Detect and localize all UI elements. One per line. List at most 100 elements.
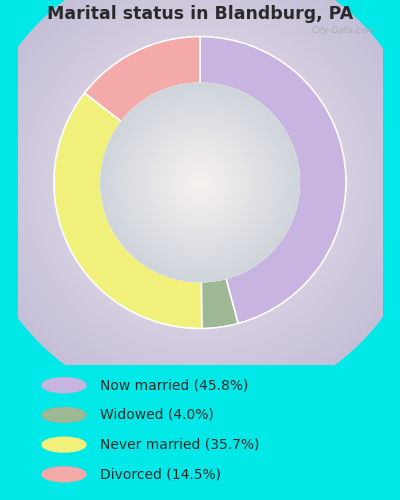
Circle shape [180,162,220,202]
Circle shape [64,46,336,318]
Circle shape [158,140,242,225]
Wedge shape [200,36,346,324]
Circle shape [124,106,276,259]
Circle shape [28,10,372,355]
Circle shape [116,98,284,267]
Text: Widowed (4.0%): Widowed (4.0%) [100,408,214,422]
Circle shape [84,66,316,298]
Circle shape [127,110,273,256]
Text: Never married (35.7%): Never married (35.7%) [100,438,259,452]
Circle shape [139,122,261,244]
Circle shape [168,151,232,214]
Circle shape [145,128,255,237]
Circle shape [0,0,400,394]
Circle shape [104,86,296,278]
Wedge shape [201,278,238,328]
Circle shape [0,0,400,409]
Circle shape [50,32,350,333]
Circle shape [189,171,211,194]
Circle shape [170,152,230,212]
Circle shape [198,181,202,184]
Circle shape [42,437,86,452]
Circle shape [25,7,375,358]
Circle shape [0,0,400,400]
Circle shape [155,137,245,228]
Circle shape [163,146,237,220]
Circle shape [47,30,353,336]
Circle shape [56,38,344,327]
Circle shape [187,170,213,196]
Circle shape [58,41,342,324]
Circle shape [16,0,384,366]
Circle shape [166,148,234,216]
Circle shape [172,154,228,210]
Circle shape [152,134,248,230]
Circle shape [101,83,299,282]
Circle shape [107,89,293,276]
Circle shape [0,0,400,403]
Circle shape [124,106,276,258]
Circle shape [195,178,205,188]
Circle shape [147,130,253,236]
Circle shape [42,408,86,422]
Circle shape [192,174,208,191]
Circle shape [0,0,400,389]
Circle shape [61,44,339,321]
Circle shape [149,131,251,234]
Circle shape [164,146,236,219]
Text: Now married (45.8%): Now married (45.8%) [100,378,248,392]
Circle shape [186,168,214,196]
Circle shape [0,0,400,384]
Circle shape [114,96,286,268]
Circle shape [8,0,392,375]
Circle shape [126,109,274,256]
Circle shape [112,95,288,270]
Circle shape [157,140,243,226]
Circle shape [119,102,281,264]
Circle shape [78,61,322,304]
Circle shape [67,50,333,316]
Circle shape [194,177,206,188]
Circle shape [159,141,241,224]
Circle shape [130,113,270,252]
Circle shape [30,13,370,352]
Circle shape [110,92,290,273]
Text: Marital status in Blandburg, PA: Marital status in Blandburg, PA [47,6,353,24]
Circle shape [92,75,308,290]
Circle shape [42,467,86,482]
Circle shape [19,2,381,364]
Circle shape [152,134,248,230]
Circle shape [101,83,299,282]
Circle shape [95,78,305,287]
Circle shape [142,124,258,240]
Circle shape [22,4,378,360]
Circle shape [0,0,400,398]
Circle shape [10,0,390,372]
Circle shape [107,90,293,275]
Circle shape [13,0,387,369]
Circle shape [134,116,266,248]
Circle shape [53,36,347,330]
Circle shape [177,160,223,205]
Circle shape [185,168,215,198]
Circle shape [184,166,216,199]
Circle shape [33,16,367,349]
Circle shape [182,164,218,200]
Circle shape [70,52,330,312]
Circle shape [180,162,220,202]
Circle shape [140,123,260,242]
Circle shape [0,0,400,386]
Circle shape [192,174,208,191]
Circle shape [144,126,256,239]
Circle shape [101,84,299,281]
Circle shape [109,92,291,274]
Circle shape [160,143,240,222]
Circle shape [197,179,203,186]
Circle shape [178,161,222,204]
Circle shape [155,138,245,227]
Circle shape [197,180,203,186]
Circle shape [175,158,225,208]
Circle shape [138,120,262,244]
Wedge shape [85,36,200,121]
Circle shape [154,136,246,229]
